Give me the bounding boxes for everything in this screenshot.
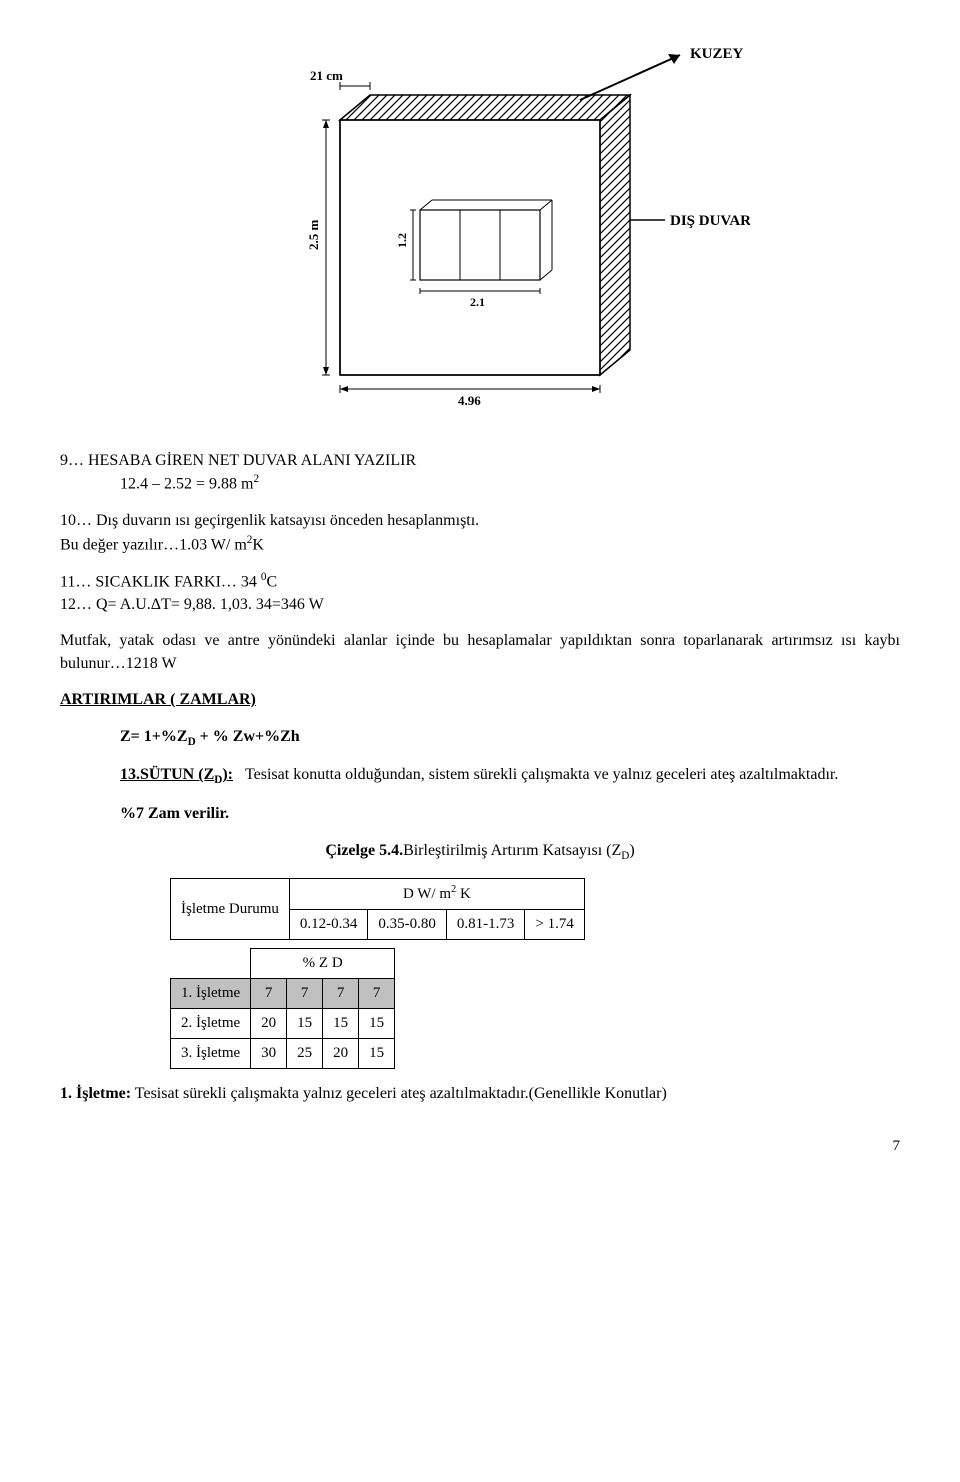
s13-text: Tesisat konutta olduğundan, sistem sürek… (245, 766, 838, 783)
dim-top: 21 cm (310, 68, 370, 90)
svg-text:1.2: 1.2 (395, 233, 409, 248)
t2-r1-label: 2. İşletme (171, 1009, 251, 1039)
ct-post: Birleştirilmiş Artırım Katsayısı (Z (403, 842, 621, 859)
t1-col-1: 0.35-0.80 (368, 910, 447, 940)
i1-label: 1. İşletme: (60, 1085, 131, 1102)
line9-calc: 12.4 – 2.52 = 9.88 m (120, 476, 253, 493)
heat-note: Mutfak, yatak odası ve antre yönündeki a… (60, 630, 900, 675)
line10-val: Bu değer yazılır…1.03 W/ m (60, 536, 247, 553)
t2-r1-v1: 15 (287, 1009, 323, 1039)
ct-pre: Çizelge 5.4. (325, 842, 403, 859)
t2-r0-v2: 7 (323, 979, 359, 1009)
s13-label-post: ): (222, 766, 233, 783)
line11-unit: C (266, 574, 277, 591)
t2-r1-v0: 20 (251, 1009, 287, 1039)
t1-col-0: 0.12-0.34 (289, 910, 368, 940)
t2-r0-v3: 7 (359, 979, 395, 1009)
page-number: 7 (60, 1136, 900, 1157)
t2-r0-v0: 7 (251, 979, 287, 1009)
wall-diagram: KUZEY 21 cm 2.5 m (210, 40, 750, 420)
svg-text:DIŞ DUVAR: DIŞ DUVAR (670, 213, 750, 229)
dis-duvar-label: DIŞ DUVAR (630, 213, 750, 229)
t2-r2-label: 3. İşletme (171, 1039, 251, 1069)
line12-text: 12… Q= A.U.ΔT= 9,88. 1,03. 34=346 W (60, 596, 324, 613)
line10-unit: K (252, 536, 264, 553)
zf-post: + % Zw+%Zh (196, 728, 300, 745)
heat-note-text: Mutfak, yatak odası ve antre yönündeki a… (60, 632, 900, 671)
t2-r0-v1: 7 (287, 979, 323, 1009)
t2-r2-v1: 25 (287, 1039, 323, 1069)
line-9: 9… HESABA GİREN NET DUVAR ALANI YAZILIR … (60, 450, 900, 496)
line-10: 10… Dış duvarın ısı geçirgenlik katsayıs… (60, 510, 900, 556)
t2-r2-v0: 30 (251, 1039, 287, 1069)
zam-7: %7 Zam verilir. (60, 803, 900, 825)
line10-text: 10… Dış duvarın ısı geçirgenlik katsayıs… (60, 512, 479, 529)
t1-rowhead: İşletme Durumu (171, 879, 290, 940)
table-zd: % Z D 1. İşletme 7 7 7 7 2. İşletme 20 1… (170, 948, 395, 1069)
t2-row-2: 3. İşletme 30 25 20 15 (171, 1039, 395, 1069)
kuzey-label: KUZEY (690, 46, 744, 62)
t2-r1-v3: 15 (359, 1009, 395, 1039)
ct-end: ) (629, 842, 634, 859)
zf-pre: Z= 1+%Z (120, 728, 188, 745)
i1-desc: Tesisat sürekli çalışmakta yalnız gecele… (131, 1085, 667, 1102)
dim-bottom: 4.96 (340, 385, 600, 408)
isletme-1-note: 1. İşletme: Tesisat sürekli çalışmakta y… (60, 1083, 900, 1105)
line9-text: 9… HESABA GİREN NET DUVAR ALANI YAZILIR (60, 452, 416, 469)
zam7-text: %7 Zam verilir. (120, 805, 229, 822)
t2-header: % Z D (251, 949, 395, 979)
z-formula: Z= 1+%ZD + % Zw+%Zh (60, 726, 900, 751)
line11-text: 11… SICAKLIK FARKI… 34 (60, 574, 261, 591)
t2-r2-v2: 20 (323, 1039, 359, 1069)
window-opening (420, 200, 552, 280)
t1-header-top: D W/ m2 K (289, 879, 584, 910)
s13-label: 13.SÜTUN (Z (120, 766, 214, 783)
t1-col-3: > 1.74 (525, 910, 584, 940)
sutun-13: 13.SÜTUN (ZD): Tesisat konutta olduğunda… (60, 764, 900, 789)
t2-row-1: 2. İşletme 20 15 15 15 (171, 1009, 395, 1039)
t2-r2-v3: 15 (359, 1039, 395, 1069)
t1-col-2: 0.81-1.73 (446, 910, 525, 940)
line-11: 11… SICAKLIK FARKI… 34 0C 12… Q= A.U.ΔT=… (60, 570, 900, 616)
t2-r0-label: 1. İşletme (171, 979, 251, 1009)
artirimlar-heading: ARTIRIMLAR ( ZAMLAR) (60, 689, 900, 711)
diagram-svg: KUZEY 21 cm 2.5 m (210, 40, 750, 420)
svg-text:2.1: 2.1 (470, 295, 485, 309)
table-d-ranges: İşletme Durumu D W/ m2 K 0.12-0.34 0.35-… (170, 878, 585, 940)
t2-row-0: 1. İşletme 7 7 7 7 (171, 979, 395, 1009)
north-arrow: KUZEY (580, 46, 744, 100)
artirimlar-title: ARTIRIMLAR ( ZAMLAR) (60, 691, 256, 708)
dim-left: 2.5 m (306, 120, 330, 375)
cizelge-title: Çizelge 5.4.Birleştirilmiş Artırım Katsa… (60, 840, 900, 865)
svg-text:21 cm: 21 cm (310, 68, 343, 83)
svg-text:2.5 m: 2.5 m (306, 220, 321, 251)
svg-text:4.96: 4.96 (458, 393, 481, 408)
t2-r1-v2: 15 (323, 1009, 359, 1039)
